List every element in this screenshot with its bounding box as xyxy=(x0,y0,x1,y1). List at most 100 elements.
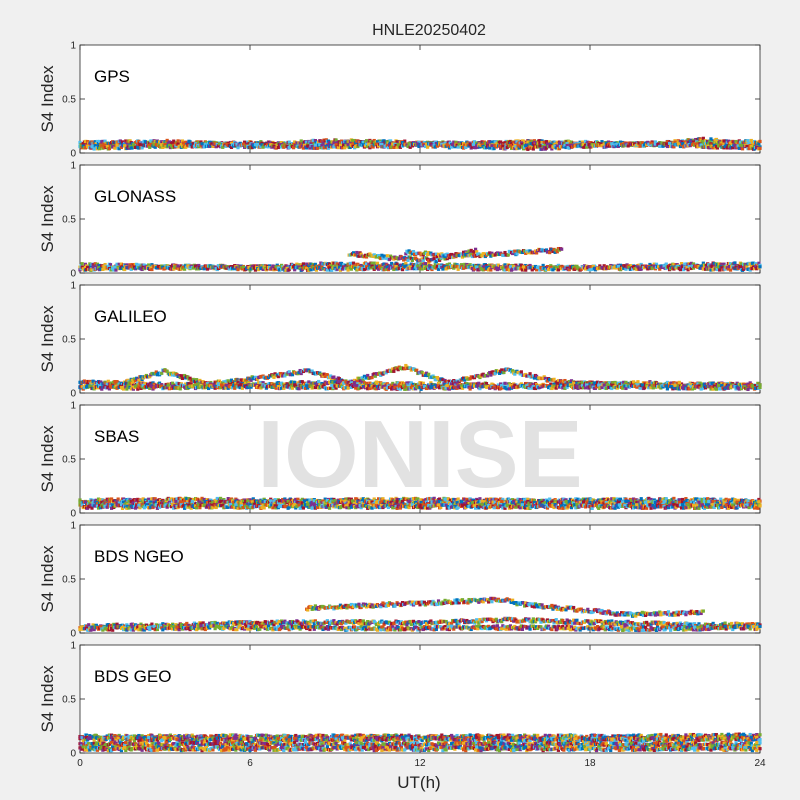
data-point xyxy=(496,263,501,267)
data-point xyxy=(756,263,760,268)
data-point xyxy=(489,268,493,272)
data-point xyxy=(418,251,422,255)
data-point xyxy=(169,386,174,390)
data-point xyxy=(245,378,249,382)
series-track xyxy=(78,141,762,151)
data-point xyxy=(508,143,513,148)
data-point xyxy=(598,264,602,268)
data-point xyxy=(457,143,461,147)
data-point xyxy=(609,384,613,388)
data-point xyxy=(423,144,428,149)
data-point xyxy=(387,266,392,270)
data-point xyxy=(330,377,334,381)
data-point xyxy=(591,264,595,269)
data-point xyxy=(391,367,395,371)
data-point xyxy=(540,147,544,151)
data-point xyxy=(738,265,742,269)
data-point xyxy=(430,143,434,147)
data-point xyxy=(446,144,450,148)
data-point xyxy=(354,386,358,390)
data-point xyxy=(391,381,395,386)
data-point xyxy=(749,264,753,268)
data-point xyxy=(130,381,134,386)
data-point xyxy=(477,381,481,385)
data-point xyxy=(456,267,460,271)
data-point xyxy=(160,384,164,388)
data-point xyxy=(489,373,493,377)
data-point xyxy=(699,264,703,268)
data-point xyxy=(355,379,359,383)
data-point xyxy=(282,372,286,376)
data-point xyxy=(481,372,485,376)
data-point xyxy=(103,265,107,269)
data-point xyxy=(160,143,164,147)
data-point xyxy=(93,262,97,266)
data-point xyxy=(675,381,679,385)
data-point xyxy=(112,268,116,272)
data-point xyxy=(131,387,135,391)
data-point xyxy=(642,143,647,147)
data-point xyxy=(515,252,519,256)
data-point xyxy=(382,262,386,266)
data-point xyxy=(80,385,84,389)
data-point xyxy=(253,383,258,387)
data-point xyxy=(661,144,665,148)
data-point xyxy=(138,143,142,147)
data-point xyxy=(691,262,696,266)
data-point xyxy=(150,263,154,267)
data-point xyxy=(748,381,752,385)
data-point xyxy=(549,265,553,270)
data-point xyxy=(334,143,338,147)
data-point xyxy=(188,140,192,144)
data-point xyxy=(387,143,392,147)
data-point xyxy=(154,370,158,374)
data-point xyxy=(98,384,102,388)
data-point xyxy=(258,142,262,146)
data-point xyxy=(112,143,116,147)
data-point xyxy=(395,262,399,266)
data-point xyxy=(164,382,168,387)
data-point xyxy=(351,141,356,146)
data-point xyxy=(250,145,254,150)
data-point xyxy=(225,383,229,388)
data-point xyxy=(306,142,310,146)
data-point xyxy=(80,146,84,150)
data-point xyxy=(589,265,593,269)
data-point xyxy=(423,373,428,378)
data-point xyxy=(392,145,396,149)
data-point xyxy=(556,268,560,272)
data-point xyxy=(250,375,254,379)
data-point xyxy=(339,139,344,143)
data-point xyxy=(524,268,528,272)
data-point xyxy=(694,142,698,146)
data-point xyxy=(443,254,447,259)
data-point xyxy=(293,140,297,144)
data-point xyxy=(164,140,168,144)
data-point xyxy=(149,266,153,270)
data-point xyxy=(672,263,676,267)
data-point xyxy=(325,373,329,377)
data-point xyxy=(590,267,594,272)
data-point xyxy=(416,142,420,146)
data-point xyxy=(517,146,521,150)
data-point xyxy=(515,140,519,144)
data-point xyxy=(106,385,110,389)
data-point xyxy=(241,142,246,146)
data-point xyxy=(480,254,484,258)
data-point xyxy=(497,267,502,271)
data-point xyxy=(502,253,506,258)
data-point xyxy=(226,386,230,390)
data-point xyxy=(758,146,762,151)
data-point xyxy=(435,144,440,148)
data-point xyxy=(657,142,661,146)
data-point xyxy=(645,143,649,147)
data-point xyxy=(385,254,389,258)
data-point xyxy=(103,143,107,147)
data-point xyxy=(348,383,352,387)
data-point xyxy=(565,142,569,146)
data-point xyxy=(221,381,225,385)
data-point xyxy=(86,382,90,386)
data-point xyxy=(481,268,485,272)
data-point xyxy=(274,386,278,390)
